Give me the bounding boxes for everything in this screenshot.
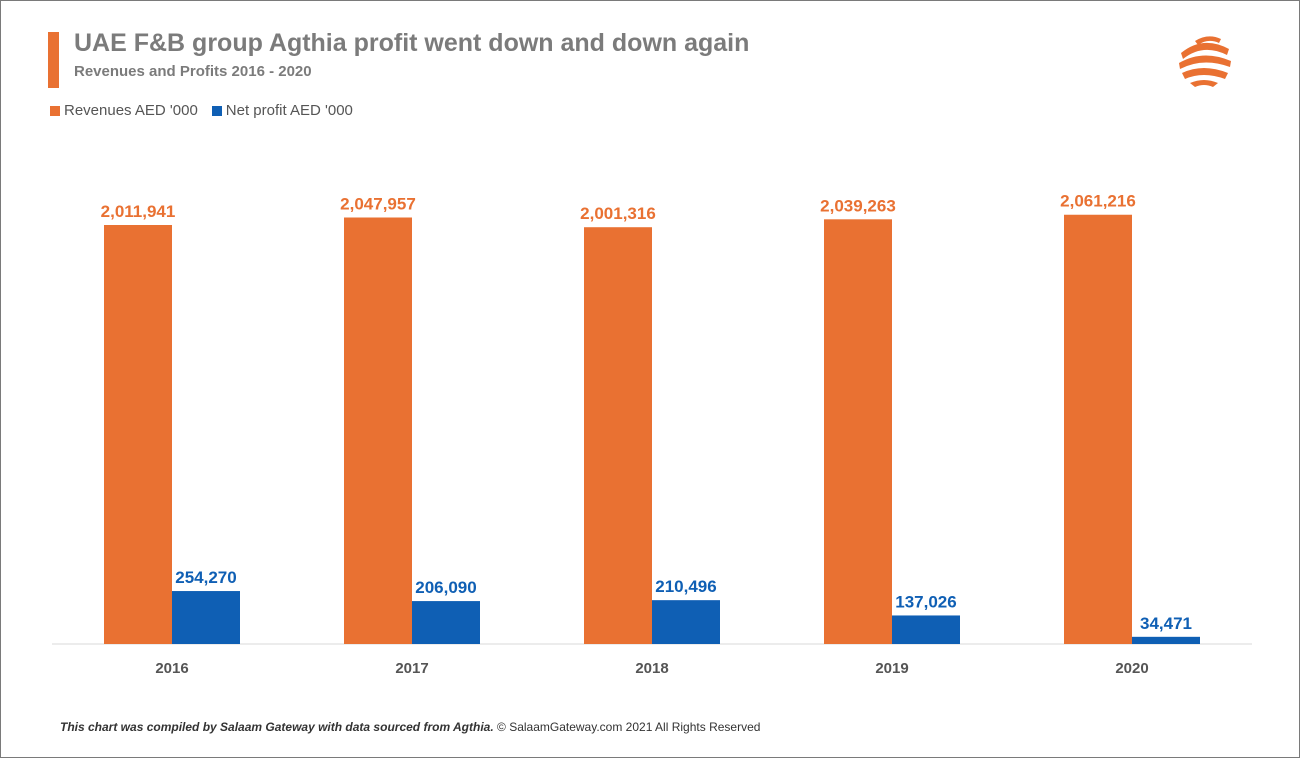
x-tick-label-2020: 2020 [1115,660,1148,677]
bar-net-profit-2017 [412,601,480,644]
data-label-revenues-2019: 2,039,263 [820,196,896,215]
title-accent-bar [48,32,59,88]
footer: This chart was compiled by Salaam Gatewa… [60,720,760,734]
legend-swatch-revenues [50,105,60,116]
bar-revenues-2019 [824,219,892,645]
footer-copyright: © SalaamGateway.com 2021 All Rights Rese… [497,720,761,734]
legend: Revenues AED '000 Net profit AED '000 [50,102,367,119]
x-tick-label-2017: 2017 [395,660,428,677]
bar-revenues-2018 [584,227,652,645]
footer-credit: This chart was compiled by Salaam Gatewa… [60,720,494,734]
bar-net-profit-2020 [1132,636,1200,644]
data-label-net-profit-2019: 137,026 [895,592,956,611]
x-tick-label-2019: 2019 [875,660,908,677]
legend-swatch-net-profit [211,105,222,116]
data-label-net-profit-2018: 210,496 [655,577,716,596]
data-label-revenues-2020: 2,061,216 [1060,192,1136,211]
legend-item-net-profit: Net profit AED '000 [211,102,353,119]
bar-net-profit-2018 [652,600,720,644]
legend-label-revenues: Revenues AED '000 [64,102,198,119]
data-label-revenues-2018: 2,001,316 [580,204,656,223]
legend-item-revenues: Revenues AED '000 [50,102,198,119]
x-tick-label-2018: 2018 [635,660,668,677]
chart-subtitle: Revenues and Profits 2016 - 2020 [74,63,312,80]
bar-revenues-2017 [344,217,412,644]
salaam-gateway-logo-icon [1178,35,1231,87]
data-label-net-profit-2017: 206,090 [415,578,476,597]
bar-net-profit-2019 [892,615,960,644]
bar-chart: 2,011,941 254,270 2016 2,047,957 206,090 2017… [52,192,1252,677]
data-label-net-profit-2016: 254,270 [175,568,236,587]
bar-revenues-2016 [104,225,172,644]
data-label-revenues-2016: 2,011,941 [101,202,176,221]
data-label-net-profit-2020: 34,471 [1140,614,1192,633]
chart-title: UAE F&B group Agthia profit went down an… [74,29,750,57]
legend-label-net-profit: Net profit AED '000 [225,102,353,119]
bar-revenues-2020 [1064,214,1132,644]
data-label-revenues-2017: 2,047,957 [340,194,416,213]
x-tick-label-2016: 2016 [155,660,188,677]
bar-net-profit-2016 [172,591,240,644]
